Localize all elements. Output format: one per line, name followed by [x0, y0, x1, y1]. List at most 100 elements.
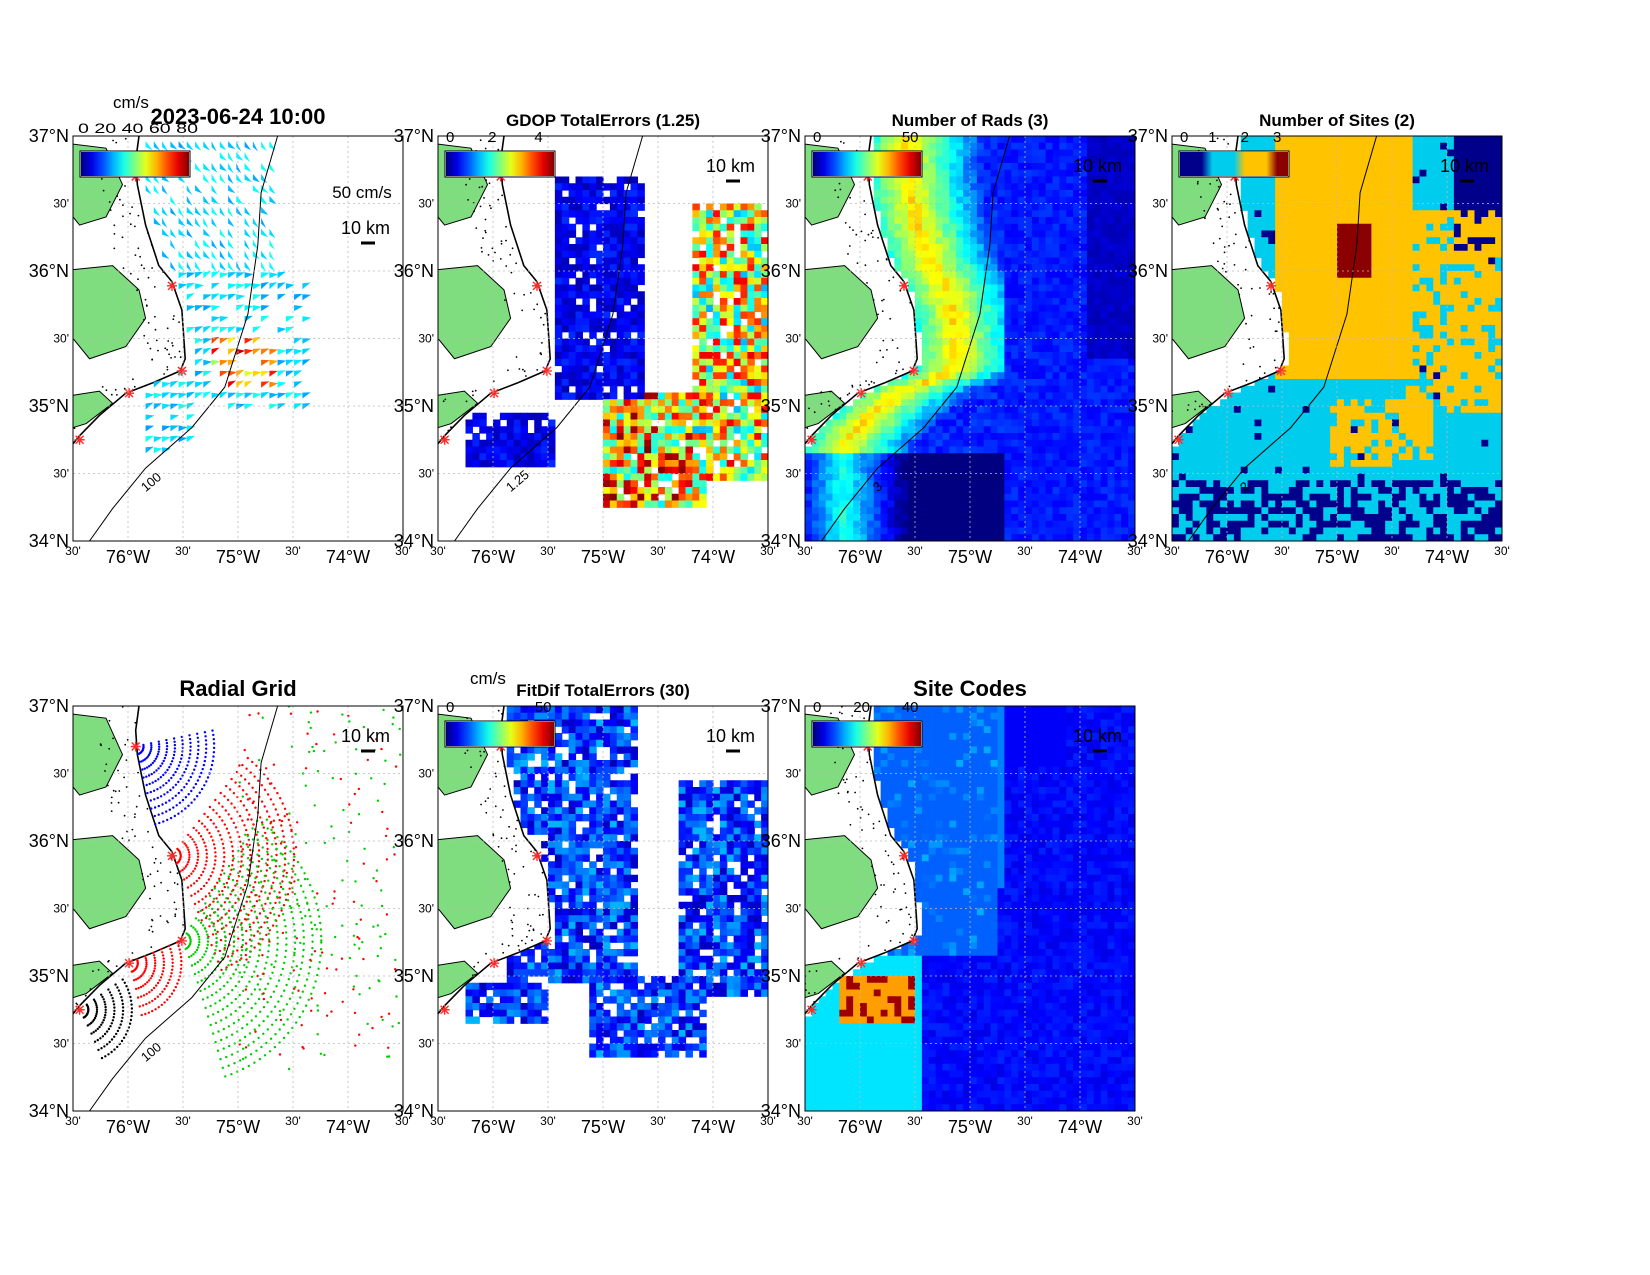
- lat-tick-label: 30': [53, 467, 69, 481]
- map-area: 1.25: [438, 136, 768, 541]
- lat-tick-label: 36°N: [761, 831, 801, 851]
- lon-tick-label: 75°W: [1315, 547, 1359, 567]
- site-marker: [439, 1004, 450, 1015]
- lat-tick-label: 30': [418, 1037, 434, 1051]
- lon-tick-label: 74°W: [691, 1117, 735, 1137]
- panel-title: FitDif TotalErrors (30): [516, 681, 689, 700]
- colorbar-tick: 1: [1208, 129, 1216, 146]
- map-frame: [804, 135, 1136, 542]
- map-frame: [804, 705, 1136, 1112]
- site-marker: [532, 280, 542, 291]
- radar-sites: [439, 741, 552, 1015]
- lon-tick-label: 30': [395, 1114, 411, 1128]
- coastline: [438, 706, 552, 1015]
- land-mass: [73, 265, 147, 360]
- site-marker: [74, 1004, 85, 1015]
- vector-scale-label: 50 cm/s: [332, 183, 392, 202]
- panel-fitdif: 37°N30'36°N30'35°N30'34°N30' 76°W 30' 75°W 3…: [394, 669, 776, 1137]
- colorbar: 0 50: [811, 129, 923, 178]
- colorbar: 0 1 2 3: [1178, 129, 1290, 178]
- lon-tick-label: 30': [907, 544, 923, 558]
- lon-tick-label: 74°W: [326, 1117, 370, 1137]
- colorbar-tick: 0: [1180, 129, 1188, 146]
- lat-tick-label: 36°N: [29, 261, 69, 281]
- radar-sites: [74, 741, 187, 1015]
- land-mass: [1172, 390, 1213, 429]
- lon-tick-label: 30': [650, 544, 666, 558]
- lat-tick-label: 34°N: [761, 531, 801, 551]
- land-mass: [805, 390, 846, 429]
- lat-tick-label: 37°N: [29, 126, 69, 146]
- lon-tick-label: 75°W: [581, 547, 625, 567]
- site-marker: [908, 935, 919, 946]
- current-vectors: [145, 141, 312, 454]
- colorbar-tick: 40: [902, 699, 919, 716]
- colorbar: 0 50 cm/s: [444, 669, 556, 748]
- lat-tick-label: 37°N: [761, 696, 801, 716]
- lon-tick-label: 30': [540, 1114, 556, 1128]
- lat-tick-label: 35°N: [761, 966, 801, 986]
- lon-tick-label: 74°W: [1425, 547, 1469, 567]
- isobath-contour: [1188, 136, 1378, 541]
- site-marker: [908, 365, 919, 376]
- site-marker: [130, 741, 141, 752]
- lat-tick-label: 30': [1152, 197, 1168, 211]
- map-area: 100: [73, 136, 312, 541]
- map-frame: [72, 705, 404, 1112]
- map-area: 100: [73, 706, 402, 1111]
- lon-tick-label: 76°W: [106, 547, 150, 567]
- km-scale-label: 10 km: [341, 726, 390, 746]
- lon-tick-label: 30': [1127, 544, 1143, 558]
- panel-title: Number of Sites (2): [1259, 111, 1415, 130]
- coastline: [805, 706, 919, 1015]
- coastline: [73, 136, 187, 445]
- colorbar: 0 20 40: [811, 699, 923, 748]
- lon-tick-label: 76°W: [838, 1117, 882, 1137]
- lat-tick-label: 35°N: [29, 966, 69, 986]
- lon-tick-label: 74°W: [326, 547, 370, 567]
- radial-grid-dots: [82, 706, 402, 1078]
- lon-tick-label: 30': [760, 1114, 776, 1128]
- lon-tick-label: 75°W: [216, 1117, 260, 1137]
- map-frame: [1171, 135, 1503, 542]
- lat-tick-label: 34°N: [29, 531, 69, 551]
- colorbar-tick: 2: [1241, 129, 1249, 146]
- panel-sitecodes: 37°N30'36°N30'35°N30'34°N30' 76°W 30' 75°W 3…: [761, 676, 1143, 1137]
- site-marker: [856, 958, 867, 969]
- lon-tick-label: 30': [285, 1114, 301, 1128]
- site-marker: [541, 935, 552, 946]
- colorbar-tick: 3: [1273, 129, 1281, 146]
- site-marker: [1173, 434, 1184, 445]
- coastline: [1172, 136, 1286, 445]
- lat-tick-label: 35°N: [1128, 396, 1168, 416]
- lon-tick-label: 30': [1127, 1114, 1143, 1128]
- colorbar-tick: 50: [535, 699, 552, 716]
- land-mass: [805, 265, 879, 360]
- colorbar: cm/s 0 20 40 60 80: [78, 93, 198, 178]
- km-scale-label: 10 km: [1073, 726, 1122, 746]
- site-marker: [1223, 388, 1234, 399]
- lat-tick-label: 30': [53, 767, 69, 781]
- lon-tick-label: 76°W: [471, 1117, 515, 1137]
- land-mass: [73, 960, 114, 999]
- lat-tick-label: 30': [785, 902, 801, 916]
- lat-tick-label: 36°N: [394, 261, 434, 281]
- land-mass: [805, 960, 846, 999]
- lon-tick-label: 30': [1384, 544, 1400, 558]
- lat-tick-label: 30': [53, 332, 69, 346]
- map-area: 3: [805, 136, 1135, 541]
- site-marker: [74, 434, 85, 445]
- lon-tick-label: 76°W: [471, 547, 515, 567]
- lon-tick-label: 75°W: [948, 1117, 992, 1137]
- coast-dots: [1172, 137, 1280, 413]
- map-area: [805, 706, 1135, 1111]
- panel-title: Number of Rads (3): [892, 111, 1049, 130]
- lat-tick-label: 30': [785, 197, 801, 211]
- isobath-contour: [89, 136, 279, 541]
- lon-tick-label: 30': [797, 544, 813, 558]
- lon-tick-label: 30': [285, 544, 301, 558]
- grid-lines: [805, 136, 1135, 541]
- site-marker: [899, 850, 909, 861]
